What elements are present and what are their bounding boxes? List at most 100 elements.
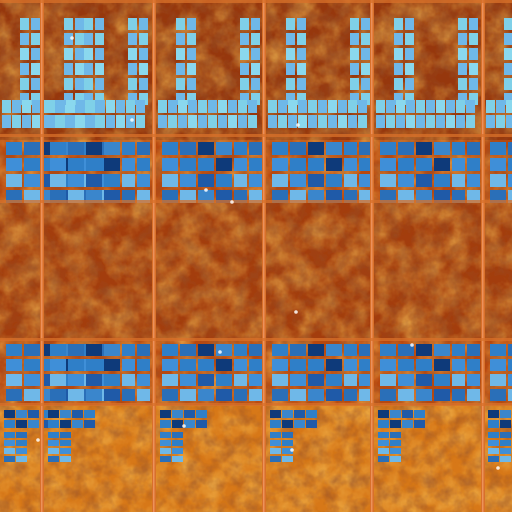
top-cache-cell xyxy=(286,63,295,75)
top-cache-cell xyxy=(75,78,84,90)
upper-l2-cell xyxy=(380,142,396,155)
bottom-cache-cell xyxy=(60,440,71,446)
dust-speck xyxy=(204,188,208,192)
bottom-cache-cell xyxy=(378,410,389,418)
top-cache-row-cell xyxy=(318,115,327,128)
upper-l2-cell xyxy=(272,174,288,187)
top-cache-row-cell xyxy=(436,100,445,113)
upper-l2-cell xyxy=(137,190,150,203)
dust-speck xyxy=(290,448,294,452)
top-cache-row-cell xyxy=(456,115,465,128)
top-cache-cell xyxy=(240,48,249,60)
lower-l2-cell xyxy=(104,374,120,386)
upper-l2-cell xyxy=(68,158,84,171)
upper-l2-cell xyxy=(104,174,120,187)
lower-l2-cell xyxy=(122,374,135,386)
lower-l2-cell xyxy=(24,344,40,356)
bottom-cache-cell xyxy=(306,410,317,418)
lower-l2-cell xyxy=(272,374,288,386)
lower-l2-cell xyxy=(398,359,414,371)
upper-l2-cell xyxy=(24,174,40,187)
lower-l2-cell xyxy=(380,374,396,386)
top-cache-cell xyxy=(458,18,467,30)
bottom-cache-cell xyxy=(414,410,425,418)
top-cache-cell xyxy=(75,18,84,30)
bottom-cache-cell xyxy=(390,456,401,462)
upper-l2-cell xyxy=(344,190,357,203)
lower-l2-cell xyxy=(180,374,196,386)
top-cache-cell xyxy=(84,48,93,60)
top-cache-row-cell xyxy=(198,115,207,128)
top-cache-row-cell xyxy=(178,115,187,128)
top-cache-cell xyxy=(64,33,73,45)
top-cache-cell xyxy=(361,93,370,105)
bottom-cache-cell xyxy=(4,420,15,428)
lower-l2-cell xyxy=(398,344,414,356)
bottom-cache-cell xyxy=(196,410,207,418)
top-cache-cell xyxy=(361,48,370,60)
lower-l2-cell xyxy=(234,344,247,356)
top-cache-cell xyxy=(405,93,414,105)
bottom-cache-cell xyxy=(282,456,293,462)
upper-l2-cell xyxy=(68,190,84,203)
upper-l2-cell xyxy=(86,190,102,203)
bottom-cache-cell xyxy=(160,410,171,418)
upper-l2-cell xyxy=(434,174,450,187)
upper-l2-cell xyxy=(467,174,480,187)
lower-l2-cell xyxy=(359,374,372,386)
bottom-cache-cell xyxy=(28,420,39,428)
upper-l2-cell xyxy=(290,142,306,155)
bottom-cache-cell xyxy=(160,448,171,454)
lower-l2-cell xyxy=(359,359,372,371)
top-cache-row-cell xyxy=(446,100,455,113)
top-cache-row-cell xyxy=(158,115,167,128)
top-cache-cell xyxy=(31,78,40,90)
top-cache-row-cell xyxy=(238,100,247,113)
top-cache-row-cell xyxy=(32,115,41,128)
lower-l2-cell xyxy=(6,389,22,401)
bottom-cache-cell xyxy=(294,420,305,428)
lower-l2-cell xyxy=(434,374,450,386)
top-cache-row-cell xyxy=(86,115,95,128)
lower-l2-cell xyxy=(198,344,214,356)
lower-l2-cell xyxy=(68,389,84,401)
top-cache-row-cell xyxy=(308,100,317,113)
lower-l2-cell xyxy=(249,389,262,401)
bottom-cache-cell xyxy=(402,410,413,418)
top-cache-cell xyxy=(95,63,104,75)
bottom-cache-cell xyxy=(48,456,59,462)
bottom-cache-cell xyxy=(488,456,499,462)
top-cache-row-cell xyxy=(278,100,287,113)
top-cache-cell xyxy=(504,93,512,105)
top-cache-row-cell xyxy=(446,115,455,128)
upper-l2-cell xyxy=(359,142,372,155)
lower-l2-cell xyxy=(490,374,506,386)
top-cache-cell xyxy=(95,93,104,105)
bottom-cache-cell xyxy=(390,440,401,446)
bottom-cache-cell xyxy=(4,456,15,462)
lower-l2-cell xyxy=(508,374,512,386)
top-cache-row-cell xyxy=(358,115,367,128)
dust-speck xyxy=(130,118,134,122)
top-cache-row-cell xyxy=(318,100,327,113)
upper-l2-cell xyxy=(86,174,102,187)
top-cache-row-cell xyxy=(386,115,395,128)
bottom-cache-cell xyxy=(72,410,83,418)
upper-l2-cell xyxy=(380,190,396,203)
bottom-cache-cell xyxy=(40,420,51,428)
top-cache-row-cell xyxy=(208,115,217,128)
lower-l2-cell xyxy=(398,374,414,386)
upper-l2-cell xyxy=(104,190,120,203)
top-cache-cell xyxy=(84,93,93,105)
top-cache-cell xyxy=(286,78,295,90)
top-cache-cell xyxy=(139,48,148,60)
top-cache-cell xyxy=(95,33,104,45)
lower-l2-cell xyxy=(398,389,414,401)
upper-l2-cell xyxy=(452,174,465,187)
lower-l2-cell xyxy=(162,374,178,386)
top-cache-cell xyxy=(504,63,512,75)
bottom-cache-cell xyxy=(172,448,183,454)
lower-l2-cell xyxy=(452,389,465,401)
upper-l2-cell xyxy=(290,190,306,203)
top-cache-row-cell xyxy=(396,115,405,128)
